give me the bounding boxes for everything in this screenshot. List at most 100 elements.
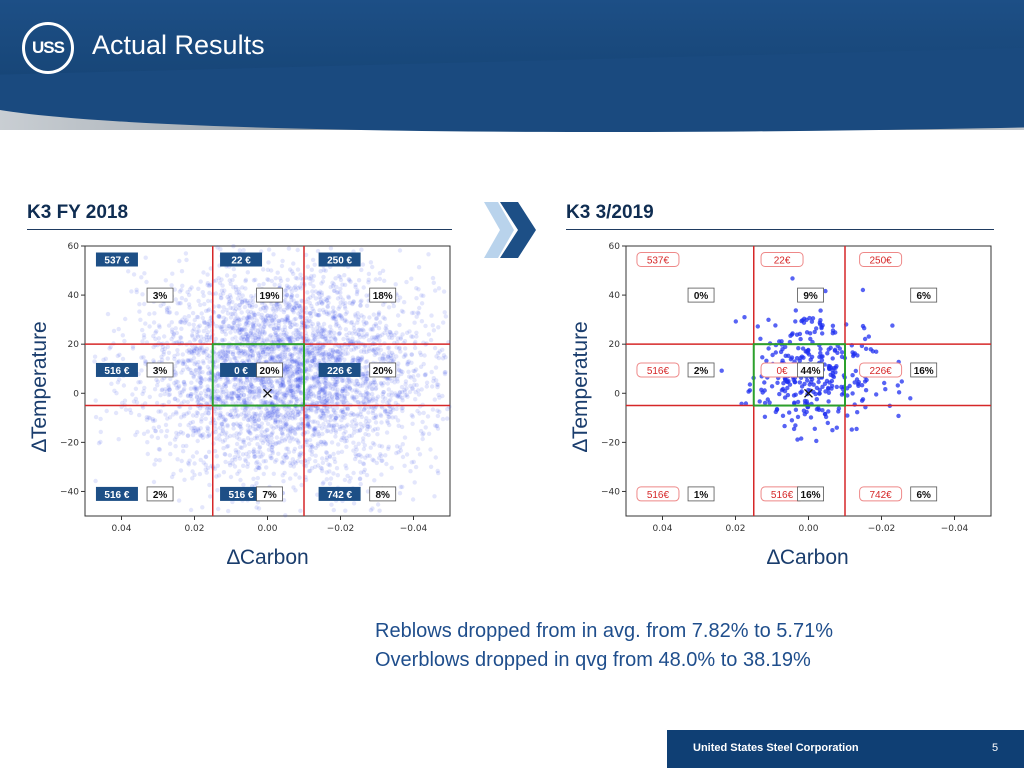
data-point: [333, 317, 338, 322]
data-point: [334, 290, 340, 295]
data-point: [230, 396, 235, 401]
data-point: [232, 345, 238, 350]
data-point: [321, 352, 327, 357]
data-point: [258, 450, 263, 455]
data-point: [193, 368, 198, 373]
data-point: [165, 356, 170, 361]
data-point: [297, 334, 302, 339]
data-point: [382, 408, 388, 414]
data-point: [330, 355, 335, 360]
data-point: [362, 407, 367, 412]
data-point: [272, 359, 278, 364]
data-point: [814, 438, 819, 444]
data-point: [338, 409, 344, 414]
data-point: [273, 418, 278, 423]
data-point: [398, 394, 403, 399]
data-point: [260, 338, 265, 343]
data-point: [220, 320, 226, 325]
data-point: [337, 313, 342, 319]
data-point: [198, 338, 203, 344]
data-point: [272, 312, 277, 317]
x-tick-label: 0.02: [184, 524, 204, 534]
data-point: [192, 472, 197, 478]
data-point: [285, 318, 290, 323]
data-point: [256, 465, 261, 471]
data-point: [432, 397, 437, 402]
cell-cost-label: 537 €: [104, 256, 129, 267]
data-point: [223, 381, 229, 386]
data-point: [395, 394, 400, 399]
data-point: [289, 378, 294, 384]
data-point: [317, 388, 323, 393]
data-point: [338, 351, 343, 356]
data-point: [339, 393, 345, 398]
data-point: [293, 427, 298, 432]
data-point: [290, 416, 295, 421]
data-point: [225, 443, 231, 449]
data-point: [246, 410, 251, 415]
data-point: [413, 390, 418, 395]
data-point: [257, 462, 262, 467]
data-point: [285, 364, 290, 369]
data-point: [338, 300, 343, 305]
data-point: [131, 399, 137, 404]
data-point: [253, 386, 259, 391]
x-tick-label: −0.02: [327, 524, 355, 534]
data-point: [425, 414, 431, 419]
cell-cost-label: 742 €: [327, 490, 352, 501]
data-point: [351, 357, 356, 362]
left-title-rule: [27, 229, 452, 230]
data-point: [256, 417, 261, 422]
data-point: [198, 302, 203, 308]
data-point: [362, 443, 367, 448]
data-point: [400, 484, 405, 490]
data-point: [167, 441, 173, 446]
data-point: [213, 426, 219, 432]
data-point: [207, 405, 213, 411]
data-point: [357, 476, 363, 481]
data-point: [152, 387, 158, 392]
data-point: [296, 362, 302, 367]
data-point: [780, 358, 785, 363]
data-point: [208, 394, 213, 399]
data-point: [400, 369, 405, 375]
data-point: [238, 430, 243, 435]
data-point: [830, 428, 835, 433]
data-point: [310, 289, 315, 294]
data-point: [337, 304, 342, 309]
data-point: [295, 370, 300, 375]
data-point: [260, 452, 266, 457]
data-point: [799, 384, 805, 389]
data-point: [223, 317, 229, 322]
data-point: [270, 442, 275, 447]
data-point: [360, 383, 365, 388]
data-point: [182, 414, 187, 419]
data-point: [233, 355, 238, 361]
data-point: [173, 409, 179, 415]
data-point: [163, 278, 168, 283]
data-point: [293, 301, 298, 307]
data-point: [236, 388, 241, 393]
data-point: [317, 326, 323, 331]
data-point: [386, 414, 391, 420]
data-point: [782, 423, 787, 429]
data-point: [319, 426, 325, 431]
data-point: [250, 423, 256, 429]
data-point: [367, 315, 372, 320]
data-point: [194, 386, 200, 391]
data-point: [357, 358, 363, 363]
data-point: [180, 358, 186, 363]
data-point: [316, 313, 321, 318]
data-point: [270, 321, 276, 326]
data-point: [220, 349, 225, 355]
data-point: [424, 380, 430, 385]
data-point: [430, 384, 435, 389]
data-point: [264, 400, 269, 405]
data-point: [285, 427, 290, 432]
data-point: [431, 376, 436, 381]
data-point: [423, 425, 428, 430]
data-point: [205, 321, 210, 327]
data-point: [320, 307, 326, 313]
data-point: [207, 378, 212, 383]
data-point: [323, 335, 328, 340]
